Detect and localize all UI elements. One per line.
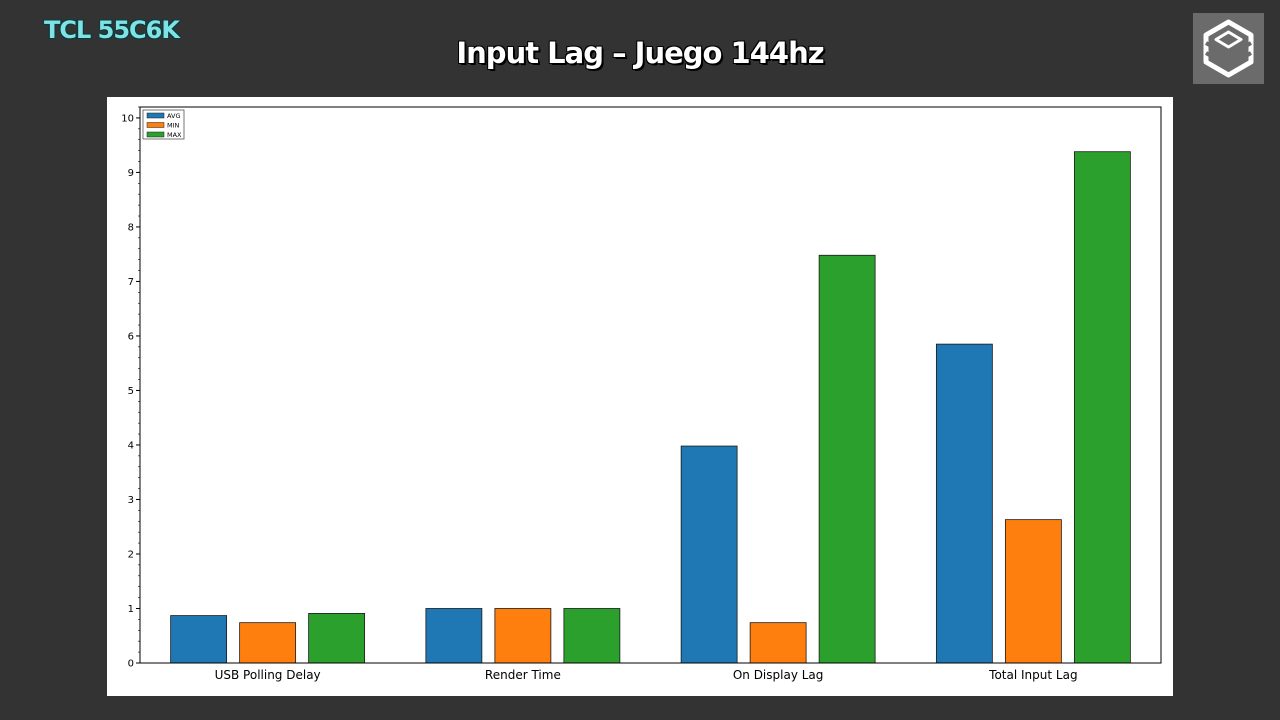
y-axis: 0 1 2 3 4 5 6 7 8 9 10 — [121, 106, 140, 670]
y-tick-label: 7 — [128, 277, 134, 288]
legend-label-min: MIN — [167, 122, 180, 130]
x-category-label: USB Polling Delay — [215, 668, 321, 682]
bar-avg-2 — [680, 445, 738, 664]
legend-label-max: MAX — [167, 131, 182, 139]
bar-max-0 — [308, 612, 366, 664]
y-tick-label: 8 — [128, 222, 134, 233]
legend-swatch-min — [146, 122, 165, 128]
y-tick-label: 9 — [128, 168, 134, 179]
chart-title: Input Lag – Juego 144hz — [456, 36, 824, 70]
bar-min-1 — [494, 608, 552, 664]
bar-avg-0 — [170, 615, 228, 664]
y-tick-label: 5 — [128, 386, 134, 397]
bar-chart: 0 1 2 3 4 5 6 7 8 9 10 USB Polling Delay Render Tim… — [121, 106, 1162, 682]
legend-label-avg: AVG — [167, 112, 181, 120]
bar-avg-1 — [425, 608, 483, 664]
bar-min-0 — [239, 622, 297, 664]
legend-swatch-avg — [146, 112, 165, 119]
x-category-label: Total Input Lag — [988, 668, 1077, 682]
bar-max-1 — [563, 608, 621, 664]
hexagon-layers-icon — [1193, 13, 1264, 84]
legend-swatch-max — [146, 131, 165, 138]
y-tick-label: 6 — [128, 331, 134, 342]
brand-label: TCL 55C6K — [44, 16, 180, 44]
y-tick-label: 3 — [128, 495, 134, 506]
bar-min-3 — [1004, 519, 1062, 664]
chart-panel: 0 1 2 3 4 5 6 7 8 9 10 USB Polling Delay Render Tim… — [107, 97, 1173, 696]
bar-max-2 — [818, 254, 876, 664]
x-category-label: Render Time — [485, 668, 561, 682]
bar-min-2 — [749, 622, 807, 664]
y-tick-label: 2 — [128, 549, 134, 560]
x-axis: USB Polling Delay Render Time On Display L… — [215, 668, 1078, 682]
plot-frame — [139, 106, 1162, 664]
y-tick-label: 1 — [128, 604, 134, 615]
bars — [170, 151, 1131, 664]
y-tick-label: 10 — [121, 113, 134, 124]
x-category-label: On Display Lag — [733, 668, 824, 682]
y-tick-label: 4 — [128, 440, 134, 451]
bar-avg-3 — [935, 343, 993, 664]
bar-max-3 — [1073, 151, 1131, 664]
y-tick-label: 0 — [128, 659, 134, 670]
